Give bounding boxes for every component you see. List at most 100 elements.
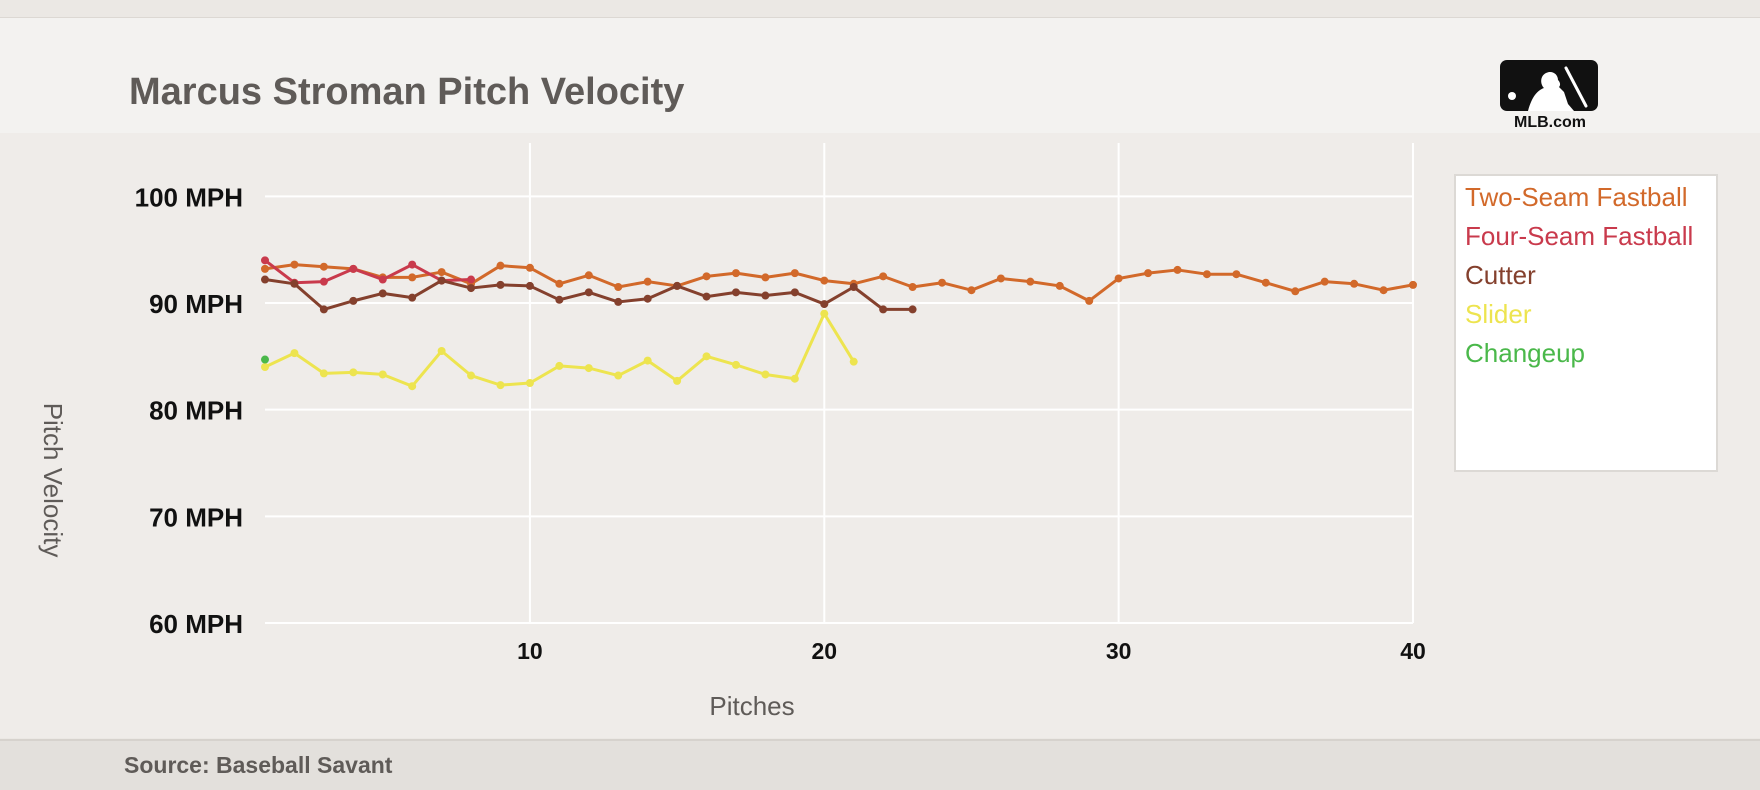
data-point[interactable] <box>525 379 534 387</box>
y-tick-label: 60 MPH <box>149 609 243 639</box>
legend-item[interactable]: Two-Seam Fastball <box>1465 182 1688 212</box>
data-point[interactable] <box>879 305 888 314</box>
data-point[interactable] <box>849 357 858 366</box>
data-point[interactable] <box>319 262 328 271</box>
data-point[interactable] <box>261 363 269 371</box>
data-point[interactable] <box>261 264 269 273</box>
data-point[interactable] <box>467 284 476 293</box>
data-point[interactable] <box>790 374 799 383</box>
data-point[interactable] <box>820 309 829 318</box>
data-point[interactable] <box>525 281 534 290</box>
data-point[interactable] <box>584 288 593 297</box>
data-point[interactable] <box>584 364 593 373</box>
data-point[interactable] <box>496 261 505 270</box>
x-tick-label: 10 <box>517 638 543 664</box>
data-point[interactable] <box>1232 270 1241 279</box>
data-point[interactable] <box>261 275 269 284</box>
data-point[interactable] <box>643 277 652 286</box>
data-point[interactable] <box>319 277 328 286</box>
data-point[interactable] <box>761 273 770 282</box>
data-point[interactable] <box>673 281 682 290</box>
data-point[interactable] <box>467 371 476 380</box>
data-point[interactable] <box>996 274 1005 283</box>
data-point[interactable] <box>349 368 358 377</box>
data-point[interactable] <box>1261 278 1270 287</box>
data-point[interactable] <box>1026 277 1035 286</box>
data-point[interactable] <box>1055 281 1064 290</box>
data-point[interactable] <box>879 272 888 281</box>
data-point[interactable] <box>378 289 387 298</box>
data-point[interactable] <box>908 283 917 291</box>
data-point[interactable] <box>643 356 652 365</box>
data-point[interactable] <box>496 381 505 390</box>
data-point[interactable] <box>290 260 299 269</box>
data-point[interactable] <box>378 275 387 284</box>
data-point[interactable] <box>761 370 770 379</box>
data-point[interactable] <box>643 294 652 303</box>
data-point[interactable] <box>1379 286 1388 295</box>
data-point[interactable] <box>555 361 564 370</box>
data-point[interactable] <box>614 297 623 306</box>
data-point[interactable] <box>790 269 799 278</box>
data-point[interactable] <box>1114 274 1123 283</box>
data-point[interactable] <box>467 275 476 284</box>
data-point[interactable] <box>496 280 505 289</box>
data-point[interactable] <box>731 360 740 369</box>
data-point[interactable] <box>1350 279 1359 288</box>
x-tick-labels: 10 20 30 40 <box>517 638 1426 664</box>
data-point[interactable] <box>408 273 417 282</box>
data-point[interactable] <box>408 382 417 391</box>
data-point[interactable] <box>967 286 976 295</box>
legend-item[interactable]: Slider <box>1465 299 1532 329</box>
data-point[interactable] <box>790 288 799 297</box>
x-tick-label: 30 <box>1106 638 1132 664</box>
data-point[interactable] <box>290 279 299 288</box>
data-point[interactable] <box>1085 296 1094 305</box>
data-point[interactable] <box>319 305 328 314</box>
data-point[interactable] <box>820 300 829 309</box>
data-point[interactable] <box>614 283 623 291</box>
data-point[interactable] <box>378 370 387 379</box>
data-point[interactable] <box>261 355 269 364</box>
data-point[interactable] <box>437 268 446 277</box>
data-point[interactable] <box>349 296 358 305</box>
series-slider <box>261 309 858 391</box>
series-two-seam-fastball <box>261 260 1417 305</box>
data-point[interactable] <box>731 269 740 278</box>
chart-legend: Two-Seam Fastball Four-Seam Fastball Cutte… <box>1454 174 1718 472</box>
legend-item[interactable]: Cutter <box>1465 260 1536 290</box>
data-point[interactable] <box>437 347 446 355</box>
data-point[interactable] <box>938 278 947 287</box>
data-point[interactable] <box>1320 277 1329 286</box>
mlb-logo[interactable]: MLB.com <box>1498 58 1602 134</box>
data-point[interactable] <box>261 256 269 265</box>
data-point[interactable] <box>1202 270 1211 279</box>
data-point[interactable] <box>673 376 682 385</box>
data-point[interactable] <box>525 263 534 272</box>
data-point[interactable] <box>555 279 564 288</box>
legend-item[interactable]: Four-Seam Fastball <box>1465 221 1694 251</box>
data-point[interactable] <box>849 283 858 291</box>
data-point[interactable] <box>702 292 711 301</box>
data-point[interactable] <box>1173 265 1182 274</box>
data-point[interactable] <box>614 371 623 380</box>
data-point[interactable] <box>290 349 299 358</box>
data-point[interactable] <box>555 295 564 304</box>
data-point[interactable] <box>702 272 711 281</box>
data-point[interactable] <box>319 369 328 378</box>
data-point[interactable] <box>820 276 829 285</box>
data-point[interactable] <box>702 352 711 361</box>
data-point[interactable] <box>408 260 417 269</box>
data-point[interactable] <box>349 264 358 273</box>
legend-item[interactable]: Changeup <box>1465 338 1585 368</box>
data-point[interactable] <box>1291 287 1300 296</box>
data-point[interactable] <box>437 276 446 285</box>
data-point[interactable] <box>584 271 593 280</box>
data-point[interactable] <box>1144 269 1153 278</box>
data-point[interactable] <box>731 288 740 297</box>
data-point[interactable] <box>408 293 417 302</box>
data-point[interactable] <box>761 291 770 300</box>
data-point[interactable] <box>1409 280 1417 289</box>
data-point[interactable] <box>908 305 917 314</box>
